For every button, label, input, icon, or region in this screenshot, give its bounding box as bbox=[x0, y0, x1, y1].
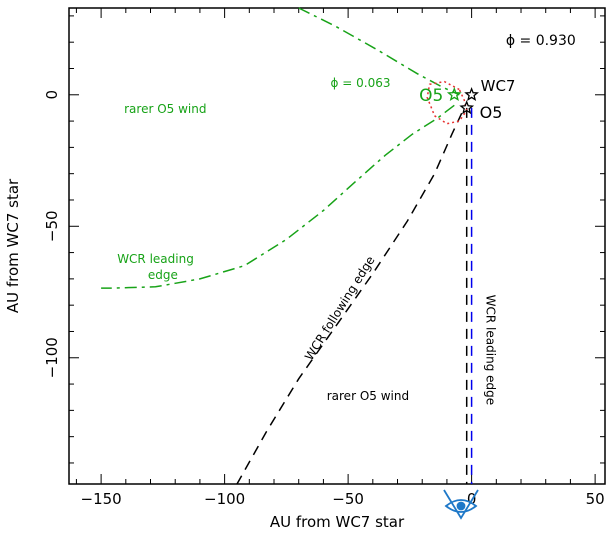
annotation-label: edge bbox=[148, 268, 178, 282]
x-tick-label: 50 bbox=[586, 490, 605, 508]
annotation-label: ϕ = 0.930 bbox=[506, 33, 576, 49]
tick-marks bbox=[69, 8, 605, 484]
annotation-label: rarer O5 wind bbox=[327, 389, 409, 403]
star-marker bbox=[446, 87, 462, 102]
series-line bbox=[236, 112, 463, 485]
annotation-label: ϕ = 0.063 bbox=[331, 76, 391, 90]
annotation-label: WCR following edge bbox=[302, 254, 378, 363]
plot-frame bbox=[68, 7, 606, 485]
star-marker bbox=[459, 100, 475, 115]
annotation-label: rarer O5 wind bbox=[124, 102, 206, 116]
star-marker bbox=[464, 86, 479, 102]
observer-eye-icon bbox=[443, 489, 479, 520]
star-markers: WC7 O5 O5 bbox=[419, 77, 515, 122]
series-group bbox=[101, 7, 473, 485]
x-tick-label: −50 bbox=[332, 490, 364, 508]
star-label: WC7 bbox=[481, 77, 516, 95]
annotation-label: WCR leading bbox=[117, 252, 194, 266]
star-label: O5 bbox=[419, 86, 443, 106]
tick-labels: −150 −100 −50 0 500−50−100 bbox=[43, 90, 605, 508]
star-label: O5 bbox=[480, 103, 503, 122]
y-tick-label: −100 bbox=[43, 337, 61, 378]
series-line bbox=[298, 7, 460, 96]
annotation-label: WCR leading edge bbox=[483, 295, 497, 405]
y-tick-label: −50 bbox=[43, 210, 61, 242]
x-tick-label: −150 bbox=[81, 490, 122, 508]
y-tick-label: 0 bbox=[43, 90, 61, 100]
x-axis-title: AU from WC7 star bbox=[270, 513, 405, 531]
x-tick-label: −100 bbox=[204, 490, 245, 508]
y-axis-title: AU from WC7 star bbox=[4, 178, 22, 313]
